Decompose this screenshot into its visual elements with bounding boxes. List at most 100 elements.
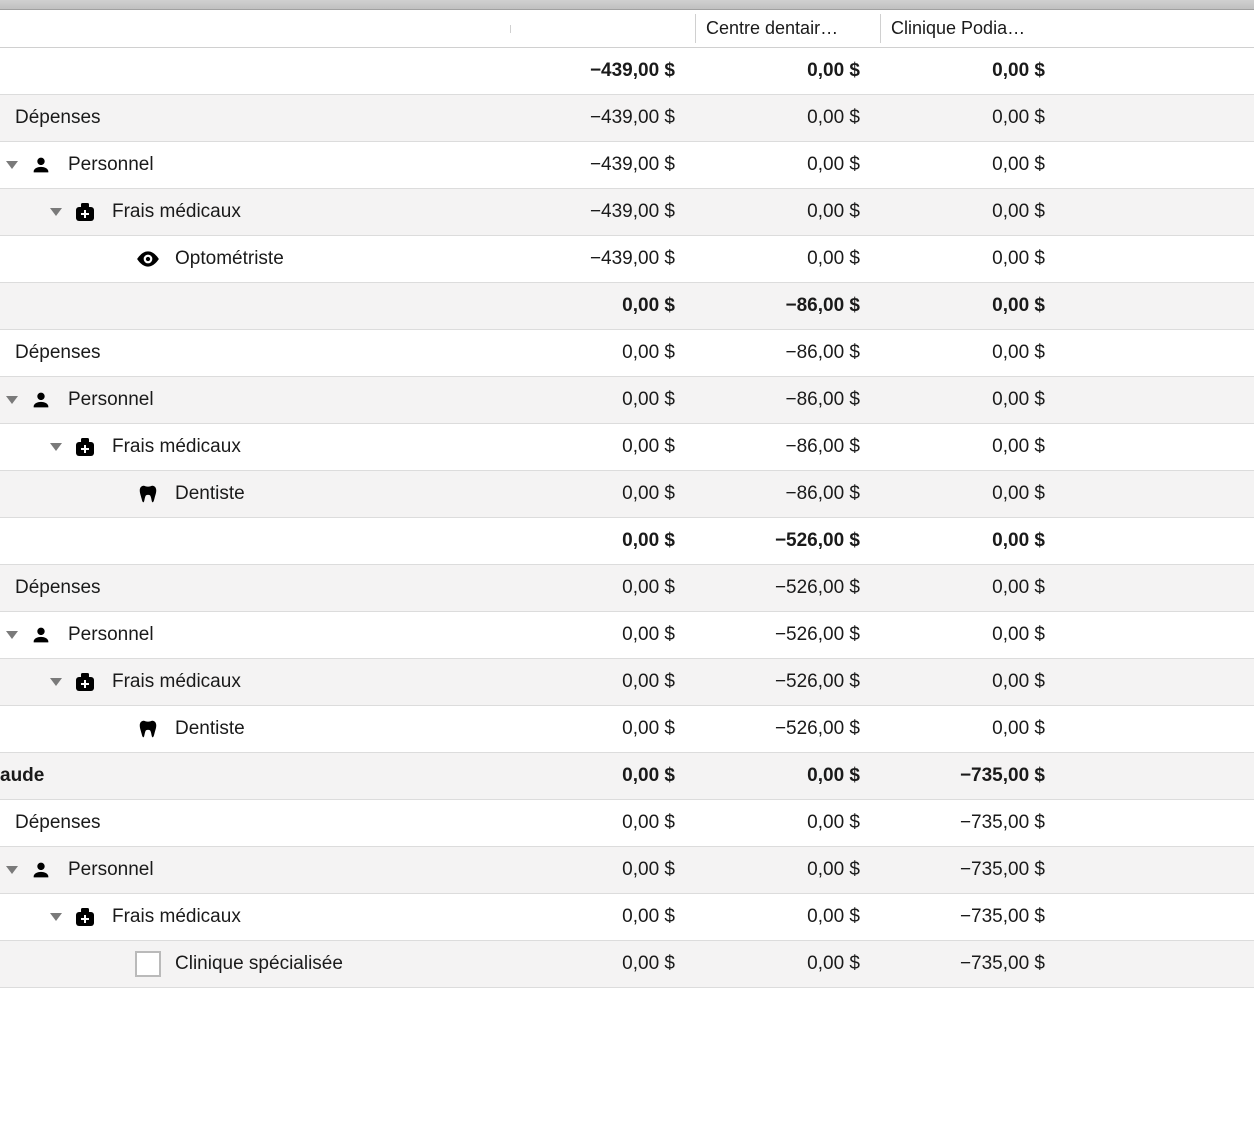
- row-label: Dépenses: [15, 577, 101, 599]
- amount-cell: −735,00 $: [880, 859, 1065, 881]
- row-label-cell: Frais médicaux: [0, 669, 510, 695]
- amount-cell: 0,00 $: [510, 859, 695, 881]
- table-row[interactable]: Dépenses0,00 $−86,00 $0,00 $: [0, 330, 1254, 377]
- person-icon: [28, 387, 54, 413]
- amount-cell: 0,00 $: [880, 577, 1065, 599]
- row-label-cell: Optométriste: [0, 246, 510, 272]
- disclosure-triangle-icon[interactable]: [6, 161, 18, 169]
- disclosure-triangle-icon[interactable]: [6, 631, 18, 639]
- amount-cell: −735,00 $: [880, 812, 1065, 834]
- amount-cell: 0,00 $: [880, 389, 1065, 411]
- amount-cell: 0,00 $: [880, 342, 1065, 364]
- amount-cell: −526,00 $: [695, 718, 880, 740]
- row-label: Frais médicaux: [112, 201, 241, 223]
- header-col-2[interactable]: Centre dentair…: [695, 14, 880, 43]
- amount-cell: 0,00 $: [880, 436, 1065, 458]
- row-label: Frais médicaux: [112, 436, 241, 458]
- person-icon: [28, 622, 54, 648]
- amount-cell: 0,00 $: [510, 953, 695, 975]
- checkbox-icon[interactable]: [135, 951, 161, 977]
- amount-cell: 0,00 $: [695, 859, 880, 881]
- amount-cell: 0,00 $: [695, 60, 880, 82]
- medical-icon: [72, 669, 98, 695]
- amount-cell: 0,00 $: [880, 295, 1065, 317]
- group-total-row[interactable]: aude0,00 $0,00 $−735,00 $: [0, 753, 1254, 800]
- eye-icon: [135, 246, 161, 272]
- table-row[interactable]: Personnel−439,00 $0,00 $0,00 $: [0, 142, 1254, 189]
- header-col-1[interactable]: [510, 25, 695, 33]
- amount-cell: −526,00 $: [695, 530, 880, 552]
- amount-cell: 0,00 $: [880, 60, 1065, 82]
- row-label: Clinique spécialisée: [175, 953, 343, 975]
- row-label: aude: [0, 765, 44, 787]
- row-label-cell: Clinique spécialisée: [0, 951, 510, 977]
- amount-cell: 0,00 $: [510, 671, 695, 693]
- table-row[interactable]: Frais médicaux−439,00 $0,00 $0,00 $: [0, 189, 1254, 236]
- amount-cell: 0,00 $: [880, 718, 1065, 740]
- row-label: Personnel: [68, 154, 154, 176]
- table-row[interactable]: Personnel0,00 $−86,00 $0,00 $: [0, 377, 1254, 424]
- disclosure-triangle-icon[interactable]: [50, 443, 62, 451]
- row-label-cell: Dépenses: [0, 342, 510, 364]
- amount-cell: 0,00 $: [695, 248, 880, 270]
- amount-cell: 0,00 $: [510, 765, 695, 787]
- row-label-cell: Dentiste: [0, 481, 510, 507]
- amount-cell: 0,00 $: [880, 671, 1065, 693]
- table-row[interactable]: Optométriste−439,00 $0,00 $0,00 $: [0, 236, 1254, 283]
- table-row[interactable]: Personnel0,00 $0,00 $−735,00 $: [0, 847, 1254, 894]
- table-row[interactable]: Dentiste 0,00 $−86,00 $0,00 $: [0, 471, 1254, 518]
- amount-cell: 0,00 $: [695, 154, 880, 176]
- disclosure-triangle-icon[interactable]: [50, 913, 62, 921]
- amount-cell: −86,00 $: [695, 436, 880, 458]
- amount-cell: 0,00 $: [510, 342, 695, 364]
- amount-cell: 0,00 $: [695, 765, 880, 787]
- row-label-cell: Personnel: [0, 857, 510, 883]
- row-label-cell: Dentiste: [0, 716, 510, 742]
- amount-cell: 0,00 $: [695, 201, 880, 223]
- row-label-cell: Frais médicaux: [0, 434, 510, 460]
- table-row[interactable]: Clinique spécialisée0,00 $0,00 $−735,00 …: [0, 941, 1254, 988]
- header-col-3[interactable]: Clinique Podia…: [880, 14, 1065, 43]
- row-label: Personnel: [68, 389, 154, 411]
- disclosure-triangle-icon[interactable]: [6, 396, 18, 404]
- amount-cell: 0,00 $: [510, 718, 695, 740]
- medical-icon: [72, 199, 98, 225]
- row-label-cell: Frais médicaux: [0, 199, 510, 225]
- table-row[interactable]: Dentiste 0,00 $−526,00 $0,00 $: [0, 706, 1254, 753]
- row-label-cell: Dépenses: [0, 812, 510, 834]
- table-row[interactable]: Dépenses−439,00 $0,00 $0,00 $: [0, 95, 1254, 142]
- header-col-label: [0, 25, 510, 33]
- group-total-row[interactable]: 0,00 $−526,00 $0,00 $: [0, 518, 1254, 565]
- amount-cell: 0,00 $: [510, 483, 695, 505]
- amount-cell: 0,00 $: [510, 436, 695, 458]
- row-label: Dépenses: [15, 812, 101, 834]
- person-icon: [28, 152, 54, 178]
- amount-cell: 0,00 $: [880, 483, 1065, 505]
- table-row[interactable]: Frais médicaux 0,00 $−86,00 $0,00 $: [0, 424, 1254, 471]
- disclosure-triangle-icon[interactable]: [50, 678, 62, 686]
- disclosure-triangle-icon[interactable]: [6, 866, 18, 874]
- row-label-cell: Personnel: [0, 387, 510, 413]
- row-label: Personnel: [68, 859, 154, 881]
- amount-cell: −526,00 $: [695, 624, 880, 646]
- row-label-cell: Dépenses: [0, 107, 510, 129]
- amount-cell: −439,00 $: [510, 107, 695, 129]
- disclosure-triangle-icon[interactable]: [50, 208, 62, 216]
- amount-cell: −86,00 $: [695, 483, 880, 505]
- amount-cell: 0,00 $: [510, 295, 695, 317]
- row-label: Dentiste: [175, 483, 245, 505]
- group-total-row[interactable]: 0,00 $−86,00 $0,00 $: [0, 283, 1254, 330]
- table-row[interactable]: Dépenses0,00 $0,00 $−735,00 $: [0, 800, 1254, 847]
- amount-cell: −526,00 $: [695, 671, 880, 693]
- amount-cell: −86,00 $: [695, 295, 880, 317]
- table-row[interactable]: Frais médicaux0,00 $0,00 $−735,00 $: [0, 894, 1254, 941]
- table-row[interactable]: Dépenses0,00 $−526,00 $0,00 $: [0, 565, 1254, 612]
- group-total-row[interactable]: −439,00 $0,00 $0,00 $: [0, 48, 1254, 95]
- amount-cell: 0,00 $: [880, 624, 1065, 646]
- amount-cell: 0,00 $: [880, 154, 1065, 176]
- table-row[interactable]: Personnel0,00 $−526,00 $0,00 $: [0, 612, 1254, 659]
- row-label: Dentiste: [175, 718, 245, 740]
- amount-cell: 0,00 $: [880, 248, 1065, 270]
- amount-cell: 0,00 $: [510, 577, 695, 599]
- table-row[interactable]: Frais médicaux0,00 $−526,00 $0,00 $: [0, 659, 1254, 706]
